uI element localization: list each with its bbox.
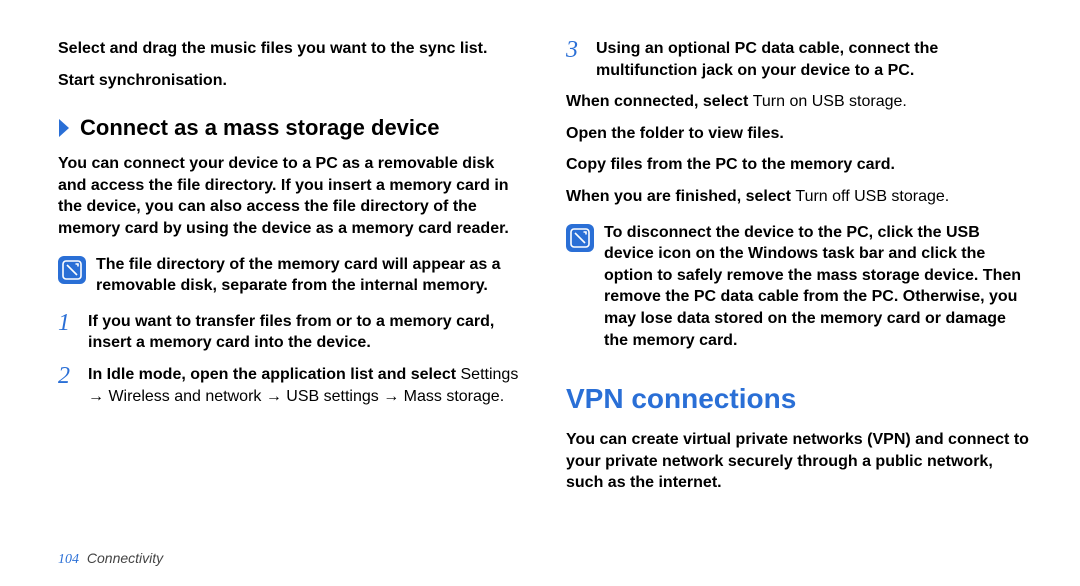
note-text: The file directory of the memory card wi… — [96, 254, 524, 297]
paragraph: You can connect your device to a PC as a… — [58, 153, 524, 239]
paragraph: Copy files from the PC to the memory car… — [566, 154, 1032, 176]
step-number: 3 — [566, 38, 586, 81]
paragraph: When connected, select Turn on USB stora… — [566, 91, 1032, 113]
step-text: Using an optional PC data cable, connect… — [596, 38, 1032, 81]
subsection-heading: Connect as a mass storage device — [80, 115, 440, 141]
step-number: 1 — [58, 311, 78, 354]
page-footer: 104 Connectivity — [58, 550, 163, 568]
text-light: Turn on USB storage. — [753, 93, 907, 110]
subsection-heading-row: Connect as a mass storage device — [58, 115, 524, 141]
text-bold: When you are finished, select — [566, 188, 795, 205]
note-text: To disconnect the device to the PC, clic… — [604, 222, 1032, 352]
note-icon — [58, 256, 86, 284]
manual-page: Select and drag the music files you want… — [0, 0, 1080, 586]
step-row: 2 In Idle mode, open the application lis… — [58, 364, 524, 407]
step-text-bold: In Idle mode, open the application list … — [88, 366, 456, 383]
section-heading: VPN connections — [566, 383, 1032, 415]
note-box: To disconnect the device to the PC, clic… — [566, 222, 1032, 352]
step-row: 1 If you want to transfer files from or … — [58, 311, 524, 354]
step-text: If you want to transfer files from or to… — [88, 311, 524, 354]
page-number: 104 — [58, 552, 79, 567]
paragraph: Select and drag the music files you want… — [58, 38, 524, 60]
note-box: The file directory of the memory card wi… — [58, 254, 524, 297]
paragraph: When you are finished, select Turn off U… — [566, 186, 1032, 208]
left-column: Select and drag the music files you want… — [58, 38, 524, 566]
text-bold: When connected, select — [566, 93, 753, 110]
section-name: Connectivity — [87, 550, 163, 566]
right-column: 3 Using an optional PC data cable, conne… — [566, 38, 1032, 566]
step-row: 3 Using an optional PC data cable, conne… — [566, 38, 1032, 81]
chevron-right-icon — [58, 118, 72, 138]
note-icon — [566, 224, 594, 252]
step-text: In Idle mode, open the application list … — [88, 364, 524, 407]
paragraph: Open the folder to view files. — [566, 123, 1032, 145]
step-number: 2 — [58, 364, 78, 407]
text-light: Turn off USB storage. — [795, 188, 949, 205]
paragraph: You can create virtual private networks … — [566, 429, 1032, 494]
paragraph: Start synchronisation. — [58, 70, 524, 92]
